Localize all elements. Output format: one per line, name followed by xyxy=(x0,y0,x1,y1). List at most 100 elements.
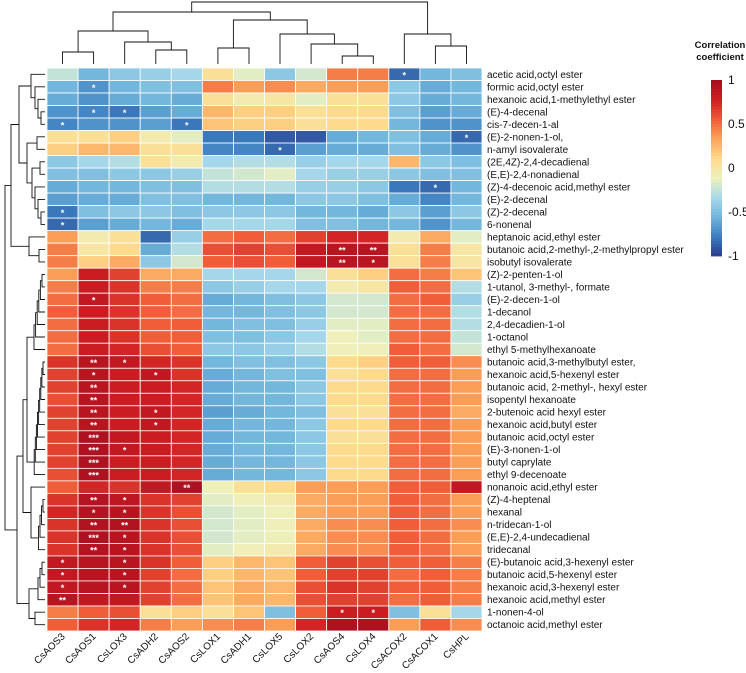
row-label: (E)-4-decenal xyxy=(487,107,548,118)
heatmap-cell xyxy=(109,468,140,481)
heatmap-cell xyxy=(358,218,389,231)
heatmap-cell xyxy=(140,156,171,169)
heatmap-cell xyxy=(47,156,78,169)
significance-mark: ** xyxy=(339,245,347,255)
significance-mark: *** xyxy=(88,458,99,468)
heatmap-cell xyxy=(327,543,358,556)
heatmap-cell xyxy=(140,531,171,544)
heatmap-cell xyxy=(420,368,451,381)
heatmap-cell xyxy=(233,143,264,156)
legend-color-segment xyxy=(711,145,722,148)
heatmap-cell xyxy=(327,456,358,469)
heatmap-cell xyxy=(140,618,171,631)
row-label: butanoic acid,octyl ester xyxy=(487,433,595,444)
heatmap-cell xyxy=(420,281,451,294)
heatmap-cell xyxy=(358,206,389,219)
heatmap-cell xyxy=(109,206,140,219)
heatmap-cell xyxy=(140,231,171,244)
heatmap-cell xyxy=(389,493,420,506)
heatmap-cell xyxy=(109,68,140,81)
heatmap-cell xyxy=(358,593,389,606)
heatmap-cell xyxy=(233,506,264,519)
heatmap-cell xyxy=(109,256,140,269)
heatmap-cell xyxy=(358,506,389,519)
heatmap-cell xyxy=(202,231,233,244)
heatmap-cell xyxy=(265,543,296,556)
column-label: CsHPL xyxy=(441,631,471,661)
heatmap-cell xyxy=(140,456,171,469)
row-label: (E)-3-nonen-1-ol xyxy=(487,445,560,456)
heatmap-cell xyxy=(389,293,420,306)
heatmap-cell xyxy=(140,331,171,344)
heatmap-cell xyxy=(296,393,327,406)
heatmap-cell xyxy=(389,281,420,294)
heatmap-cell xyxy=(389,168,420,181)
heatmap-cell xyxy=(451,168,482,181)
heatmap-cell xyxy=(358,193,389,206)
heatmap-cell xyxy=(171,618,202,631)
legend-color-segment xyxy=(711,253,722,256)
heatmap-cell xyxy=(420,268,451,281)
heatmap-cell xyxy=(140,318,171,331)
heatmap-cell xyxy=(47,543,78,556)
row-label: (E)-butanoic acid,3-hexenyl ester xyxy=(487,558,634,569)
heatmap-cell xyxy=(265,131,296,144)
heatmap-cell xyxy=(389,418,420,431)
legend-color-segment xyxy=(711,215,722,218)
heatmap-cell xyxy=(78,231,109,244)
heatmap-cell xyxy=(327,231,358,244)
heatmap-cell xyxy=(296,218,327,231)
heatmap-cell xyxy=(296,193,327,206)
significance-mark: ** xyxy=(59,596,67,606)
significance-mark: * xyxy=(123,571,127,581)
heatmap-cell xyxy=(233,606,264,619)
heatmap-cell xyxy=(265,156,296,169)
heatmap-cell xyxy=(451,531,482,544)
heatmap-cell xyxy=(47,68,78,81)
heatmap-cell xyxy=(265,618,296,631)
heatmap-cell xyxy=(202,556,233,569)
heatmap-cell xyxy=(47,318,78,331)
significance-mark: ** xyxy=(370,245,378,255)
legend-color-segment xyxy=(711,171,722,174)
heatmap-cell xyxy=(451,493,482,506)
heatmap-cell xyxy=(233,93,264,106)
significance-mark: ** xyxy=(90,546,98,556)
heatmap-cell xyxy=(233,218,264,231)
heatmap-cell xyxy=(420,606,451,619)
legend-color-segment xyxy=(711,230,722,233)
significance-mark: * xyxy=(123,496,127,506)
row-label: (Z)-2-penten-1-ol xyxy=(487,270,563,281)
heatmap-cell xyxy=(265,318,296,331)
heatmap-cell xyxy=(140,243,171,256)
heatmap-cell xyxy=(233,431,264,444)
heatmap-cell xyxy=(327,306,358,319)
heatmap-cell xyxy=(233,68,264,81)
heatmap-cell xyxy=(109,81,140,94)
heatmap-cell xyxy=(389,568,420,581)
heatmap-cell xyxy=(327,218,358,231)
heatmap-cell xyxy=(296,468,327,481)
heatmap-cell xyxy=(202,206,233,219)
heatmap-cell xyxy=(140,443,171,456)
significance-mark: * xyxy=(123,358,127,368)
heatmap-cell xyxy=(78,218,109,231)
heatmap-cell xyxy=(78,481,109,494)
row-label: cis-7-decen-1-al xyxy=(487,120,559,131)
heatmap-cell xyxy=(327,556,358,569)
heatmap-cell xyxy=(265,593,296,606)
heatmap-cell xyxy=(171,381,202,394)
heatmap-cell xyxy=(109,418,140,431)
dendrogram-branch xyxy=(32,168,40,198)
heatmap-cell xyxy=(296,406,327,419)
heatmap-cell xyxy=(296,93,327,106)
significance-mark: * xyxy=(61,583,65,593)
legend-color-segment xyxy=(711,244,722,247)
row-label: hexanoic acid,1-methylethyl ester xyxy=(487,95,636,106)
heatmap-cell xyxy=(451,218,482,231)
legend-color-segment xyxy=(711,168,722,171)
heatmap-cell xyxy=(296,543,327,556)
heatmap-cell xyxy=(327,568,358,581)
heatmap-cell xyxy=(47,506,78,519)
heatmap-cell xyxy=(296,293,327,306)
